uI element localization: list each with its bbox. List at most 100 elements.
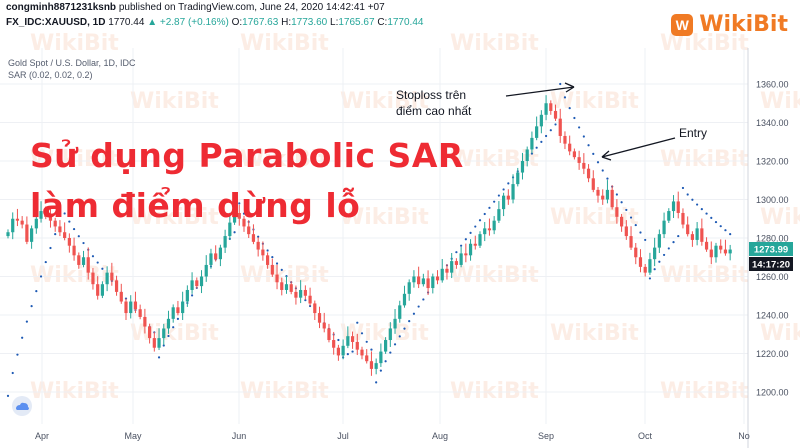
sar-dot [540, 140, 543, 143]
candle-body [638, 257, 643, 267]
candle-body [530, 137, 534, 150]
indicator-legend[interactable]: SAR (0.02, 0.02, 0.2) [8, 70, 93, 80]
sar-dot [91, 255, 95, 258]
watermark-text: WikiBit [130, 205, 219, 230]
candle-body [511, 184, 515, 200]
sar-dot [11, 371, 14, 375]
sar-dot [686, 193, 689, 196]
candle-body [369, 361, 374, 369]
candle-body [332, 340, 336, 348]
sar-dot [488, 206, 491, 209]
price-tick-label: 1220.00 [756, 349, 789, 359]
stoploss-annotation: Stoploss trên điểm cao nhất [396, 82, 575, 118]
candle-body [412, 276, 416, 283]
symbol-name[interactable]: FX_IDC:XAUUSD, 1D [6, 17, 106, 28]
publisher-name[interactable]: congminh8871231ksnb [6, 2, 117, 13]
time-tick-label: May [124, 431, 142, 441]
candle-body [171, 307, 175, 319]
close-label: C: [377, 17, 388, 28]
series-legend[interactable]: Gold Spot / U.S. Dollar, 1D, IDC [8, 58, 136, 68]
sar-dot [629, 216, 633, 219]
sar-dot [417, 305, 420, 308]
candle-body [686, 224, 690, 235]
sar-dot [672, 241, 675, 244]
candle-body [72, 245, 76, 256]
sar-dot [162, 344, 165, 347]
candle-body [308, 295, 312, 304]
sar-dot [346, 353, 349, 356]
sar-dot [72, 227, 76, 231]
sar-dot [700, 208, 703, 211]
wikibit-logo-text: WikiBit [699, 12, 788, 37]
watermark-text: WikiBit [240, 147, 329, 172]
watermark-text: WikiBit [660, 263, 749, 288]
sar-dot [648, 277, 652, 280]
sar-dot [30, 305, 33, 308]
candle-body [199, 276, 204, 287]
candle-body [162, 328, 166, 339]
watermark-text: WikiBit [30, 263, 119, 288]
sar-dot [710, 216, 713, 219]
candlesticks [6, 95, 732, 376]
candle-body [39, 211, 43, 219]
candle-body [700, 228, 704, 242]
sar-dot [54, 233, 57, 236]
sar-dot [507, 182, 510, 185]
candle-body [502, 195, 506, 210]
price-tick-label: 1200.00 [756, 388, 789, 398]
watermark-text: WikiBit [450, 263, 539, 288]
candle-body [63, 232, 67, 238]
candle-body [34, 218, 38, 229]
candle-body [620, 216, 624, 227]
candle-body [634, 247, 638, 258]
sar-dot [172, 326, 175, 329]
current-price-marker: 1273.99 14:17:20 [749, 242, 793, 271]
candle-body [398, 305, 402, 319]
candle-body [96, 284, 100, 296]
sar-dot [379, 369, 382, 372]
entry-arrow-head [601, 150, 612, 161]
candle-body [280, 282, 284, 290]
time-tick-label: No [738, 431, 750, 441]
sar-dot [620, 201, 623, 204]
sar-dot [370, 348, 373, 351]
sar-dot [639, 231, 642, 234]
candle-body [313, 303, 317, 314]
sar-dot [568, 106, 571, 110]
candle-body [525, 149, 529, 161]
candle-body [15, 218, 20, 221]
time-tick-label: Aug [432, 431, 448, 441]
sar-dot [478, 219, 482, 222]
candle-body [294, 291, 298, 298]
candle-body [209, 253, 213, 265]
price-label: 1273.99 [754, 245, 788, 256]
price-tick-label: 1340.00 [756, 118, 789, 128]
sar-dot [677, 234, 680, 238]
candle-body [459, 253, 463, 265]
time-axis[interactable]: Apr May Jun Jul Aug Sep Oct No [35, 431, 750, 441]
sar-dot [21, 336, 24, 339]
sar-dot [25, 320, 28, 323]
price-axis[interactable]: 1360.00 1340.00 1320.00 1300.00 1280.00 1260.… [756, 80, 789, 398]
time-tick-label: Sep [538, 431, 554, 441]
sar-dot [634, 223, 637, 227]
sar-dots [6, 82, 732, 397]
tradingview-cloud-icon[interactable] [10, 396, 34, 416]
sar-dot [266, 249, 269, 252]
watermark-text: WikiBit [240, 31, 329, 56]
sar-dot [96, 261, 99, 264]
candle-body [336, 347, 340, 356]
candle-body [152, 338, 156, 348]
entry-label: Entry [679, 126, 707, 140]
sar-dot [275, 262, 279, 265]
open-value: 1767.63 [242, 17, 279, 28]
price-change: +2.87 (+0.16%) [159, 17, 229, 28]
price-tick-label: 1360.00 [756, 80, 789, 90]
sar-dot [233, 231, 236, 234]
candle-body [100, 284, 104, 296]
sar-dot [606, 177, 609, 180]
candle-body [124, 301, 128, 314]
watermark-text: WikiBit [30, 31, 119, 56]
sar-dot [644, 238, 647, 242]
